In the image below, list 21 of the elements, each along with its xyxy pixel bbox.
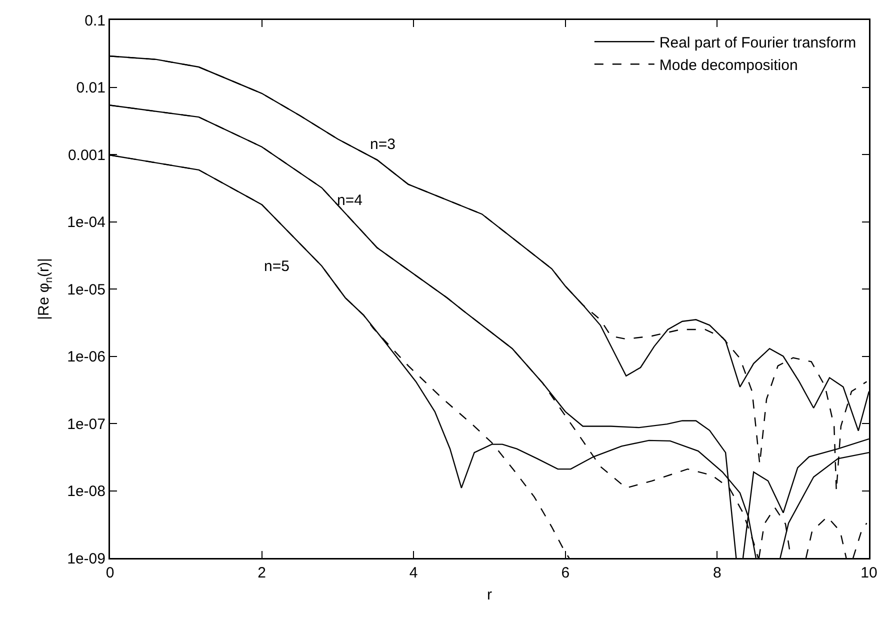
x-tick-label: 10 bbox=[860, 564, 878, 582]
annotation: n=5 bbox=[264, 258, 290, 275]
x-axis-title: r bbox=[487, 586, 492, 604]
y-tick-label: 1e-08 bbox=[67, 483, 106, 500]
x-tick-label: 0 bbox=[106, 564, 114, 582]
y-tick-label: 0.01 bbox=[76, 80, 106, 96]
legend-label: Real part of Fourier transform bbox=[659, 34, 856, 52]
annotation: n=3 bbox=[370, 136, 396, 153]
y-tick-label: 0.1 bbox=[84, 12, 106, 30]
legend-label: Mode decomposition bbox=[659, 56, 798, 74]
y-tick-label: 1e-06 bbox=[67, 348, 106, 366]
y-tick-label: 1e-04 bbox=[67, 214, 106, 231]
x-tick-label: 2 bbox=[258, 564, 266, 582]
y-tick-label: 1e-05 bbox=[67, 281, 106, 298]
y-tick-label: 1e-09 bbox=[67, 550, 106, 568]
x-tick-label: 4 bbox=[409, 564, 418, 582]
annotation: n=4 bbox=[337, 192, 362, 209]
y-tick-label: 0.001 bbox=[68, 146, 106, 164]
y-tick-label: 1e-07 bbox=[67, 416, 106, 433]
x-tick-label: 8 bbox=[713, 564, 722, 582]
x-tick-label: 6 bbox=[561, 564, 570, 582]
